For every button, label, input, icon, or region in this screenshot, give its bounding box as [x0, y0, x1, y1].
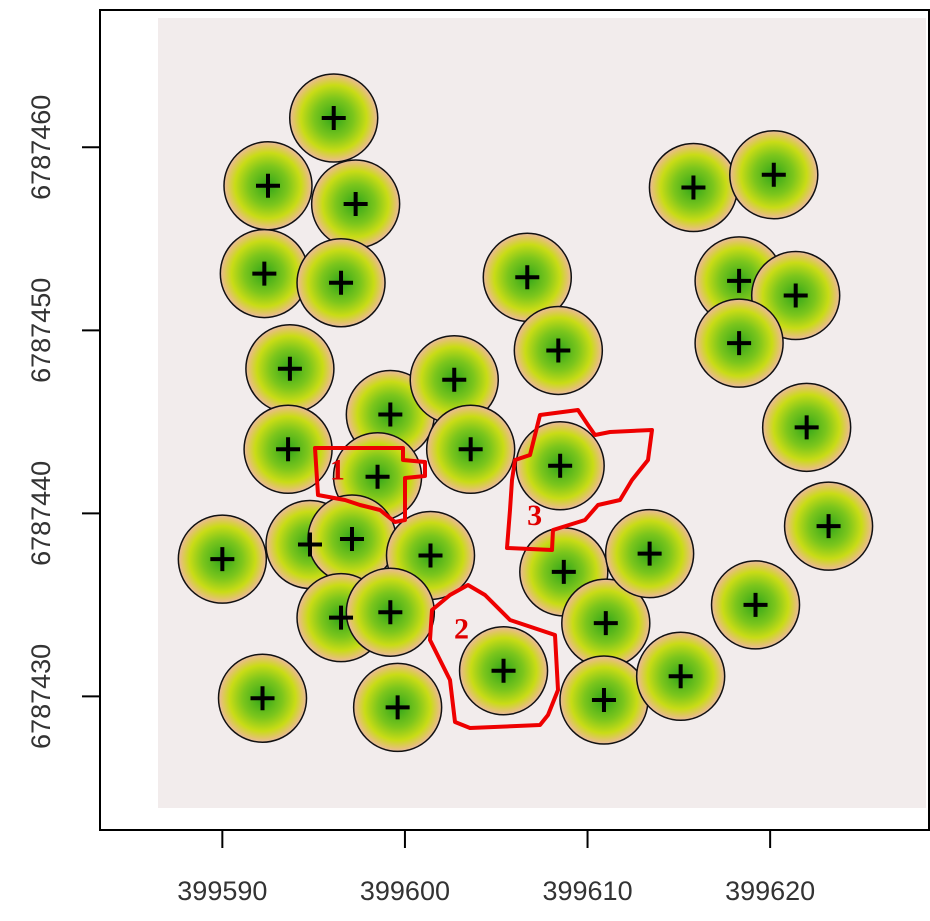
y-tick-label: 6787450 [26, 278, 56, 383]
x-tick-label: 399600 [360, 876, 450, 906]
y-tick-label: 6787440 [26, 461, 56, 566]
x-tick-label: 399610 [542, 876, 632, 906]
y-tick-label: 6787430 [26, 644, 56, 749]
segment-label: 3 [527, 499, 542, 532]
chart: 1 2 3 399590 399600 399610 399620 6787430 67874… [0, 0, 930, 921]
segment-label: 1 [330, 453, 345, 486]
x-tick-label: 399590 [177, 876, 267, 906]
y-tick-label: 6787460 [26, 95, 56, 200]
segment-label: 2 [454, 613, 469, 646]
x-tick-label: 399620 [725, 876, 815, 906]
